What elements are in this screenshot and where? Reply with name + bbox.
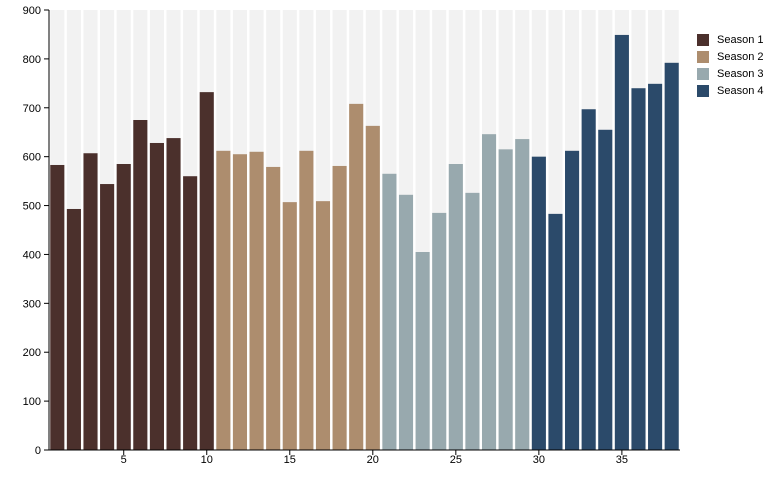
bar-season-2 bbox=[365, 125, 380, 450]
bar-season-3 bbox=[498, 149, 513, 451]
bar-season-4 bbox=[531, 156, 546, 450]
legend-swatch-season-2 bbox=[697, 50, 709, 63]
legend-item: Season 3 bbox=[697, 65, 763, 82]
legend-label: Season 2 bbox=[717, 50, 764, 63]
x-tick-label: 15 bbox=[284, 454, 296, 466]
y-tick-label: 600 bbox=[23, 152, 41, 164]
bar-season-2 bbox=[249, 151, 264, 450]
y-tick-label: 100 bbox=[23, 396, 41, 408]
y-tick-label: 300 bbox=[23, 298, 41, 310]
bar-season-4 bbox=[565, 150, 580, 451]
bar-season-3 bbox=[465, 192, 480, 450]
bar-season-3 bbox=[432, 212, 447, 450]
bar-season-4 bbox=[614, 34, 629, 450]
bar-season-3 bbox=[398, 194, 414, 450]
bar-season-2 bbox=[282, 202, 297, 450]
bar-season-1 bbox=[83, 153, 98, 450]
legend-swatch-season-1 bbox=[697, 33, 709, 46]
y-tick-label: 800 bbox=[23, 54, 41, 66]
bar-season-4 bbox=[548, 213, 563, 450]
x-tick-label: 5 bbox=[121, 454, 127, 466]
x-tick-label: 10 bbox=[201, 454, 213, 466]
bar-season-3 bbox=[382, 173, 397, 450]
bar-season-1 bbox=[183, 176, 198, 450]
bar-season-1 bbox=[116, 164, 131, 450]
bar-season-1 bbox=[100, 184, 115, 451]
bar-season-2 bbox=[216, 150, 231, 451]
x-tick-label: 25 bbox=[450, 454, 462, 466]
bar-season-3 bbox=[481, 134, 497, 450]
y-tick-label: 700 bbox=[23, 103, 41, 115]
y-tick-label: 500 bbox=[23, 201, 41, 213]
x-tick-label: 20 bbox=[367, 454, 379, 466]
bar-season-2 bbox=[266, 166, 281, 450]
bar-season-2 bbox=[332, 165, 347, 450]
y-tick-label: 400 bbox=[23, 249, 41, 261]
legend-swatch-season-3 bbox=[697, 67, 709, 80]
bar-season-4 bbox=[631, 88, 646, 450]
legend: Season 1 Season 2 Season 3 Season 4 bbox=[697, 31, 763, 99]
legend-label: Season 1 bbox=[717, 33, 764, 46]
y-tick-label: 200 bbox=[23, 347, 41, 359]
bar-season-1 bbox=[166, 138, 181, 451]
legend-label: Season 4 bbox=[717, 84, 764, 97]
legend-item: Season 4 bbox=[697, 82, 763, 99]
bar-season-4 bbox=[664, 62, 679, 451]
bar-season-4 bbox=[648, 83, 663, 451]
bar-season-1 bbox=[66, 208, 81, 450]
bar-season-1 bbox=[133, 120, 148, 450]
y-tick-label: 900 bbox=[23, 5, 41, 17]
legend-item: Season 1 bbox=[697, 31, 763, 48]
legend-swatch-season-4 bbox=[697, 84, 709, 97]
x-tick-label: 35 bbox=[616, 454, 628, 466]
bar-season-1 bbox=[149, 142, 164, 450]
y-tick-label: 0 bbox=[35, 445, 41, 457]
bar-season-4 bbox=[598, 129, 613, 450]
x-tick-label: 30 bbox=[533, 454, 545, 466]
bar-season-2 bbox=[299, 150, 314, 451]
legend-label: Season 3 bbox=[717, 67, 764, 80]
bar-season-3 bbox=[448, 164, 463, 450]
bar-season-3 bbox=[515, 139, 530, 451]
bar-season-4 bbox=[581, 109, 596, 450]
legend-item: Season 2 bbox=[697, 48, 763, 65]
bar-season-1 bbox=[199, 92, 214, 450]
bar-season-2 bbox=[349, 103, 364, 450]
bar-season-2 bbox=[232, 154, 248, 450]
bar-season-1 bbox=[50, 164, 65, 450]
bar-season-2 bbox=[315, 201, 331, 450]
bar-season-3 bbox=[415, 252, 430, 450]
